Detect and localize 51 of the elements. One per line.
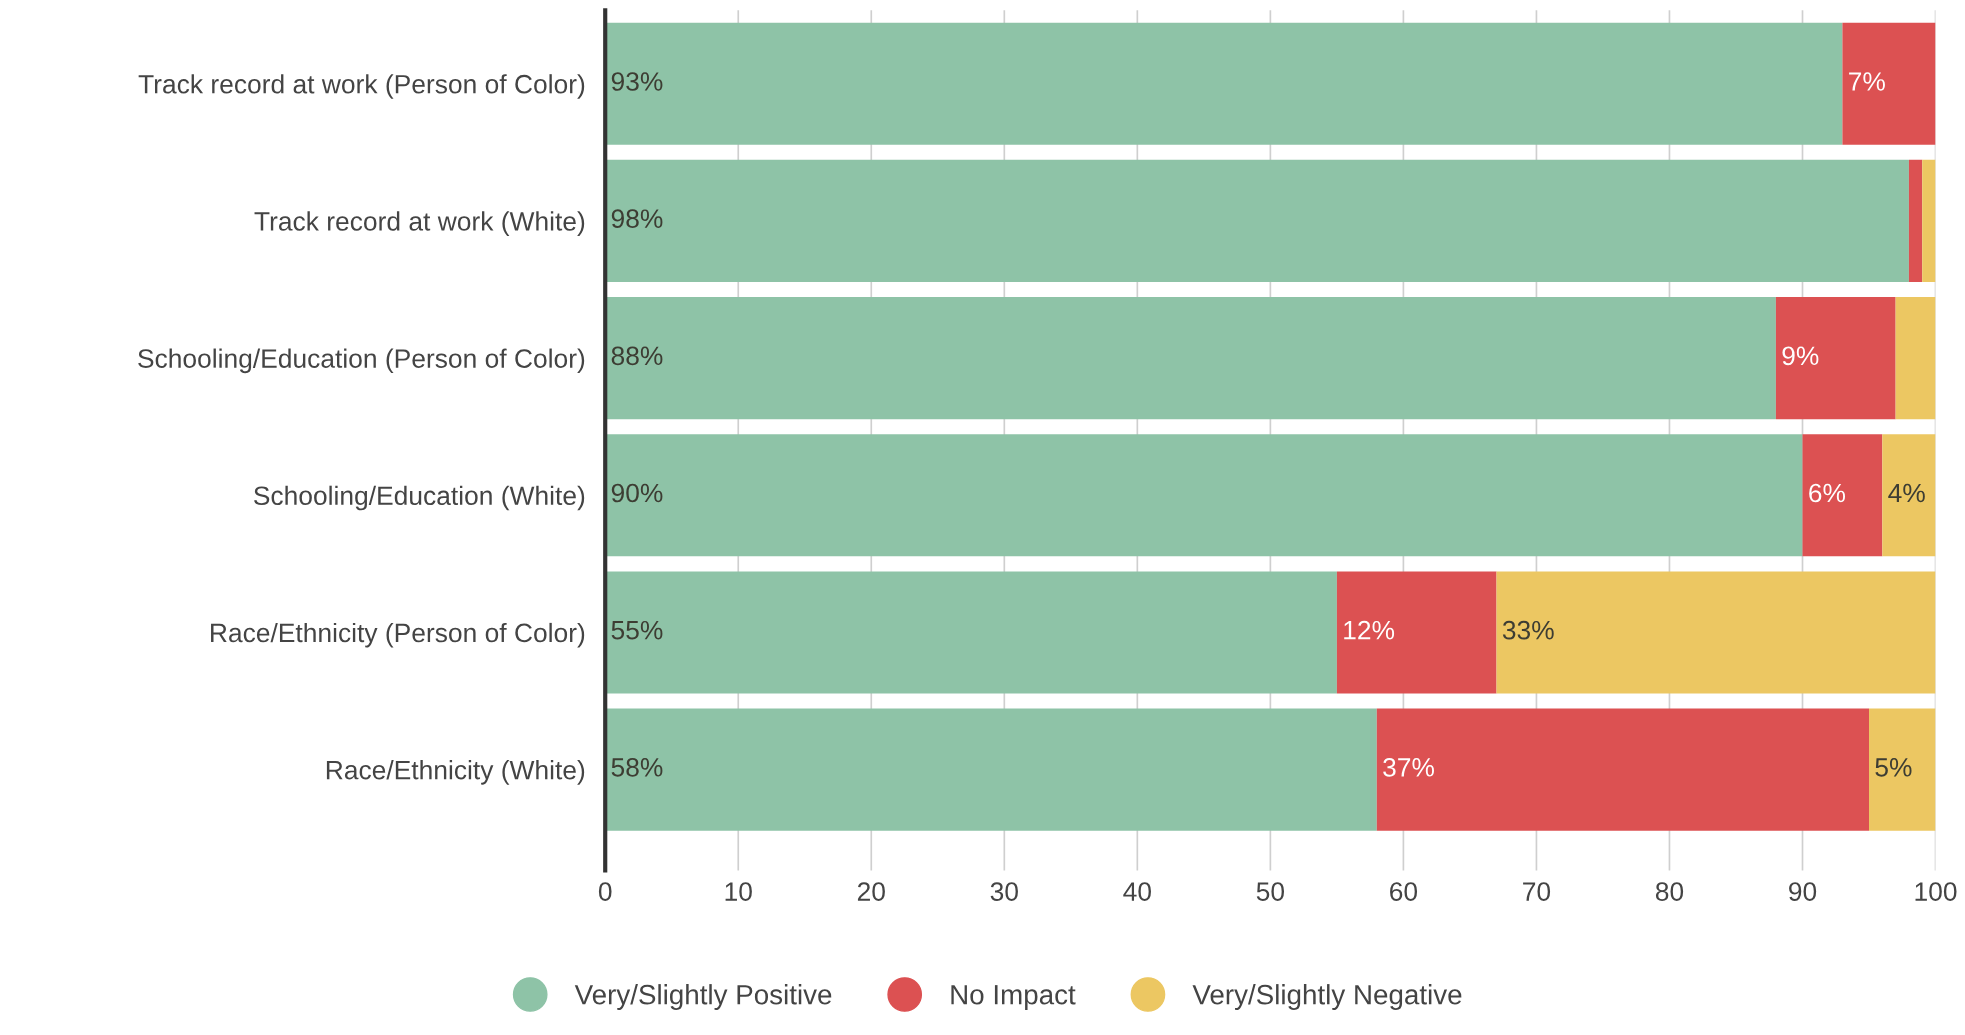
legend-label: Very/Slightly Negative	[1192, 984, 1462, 1010]
bar	[1842, 22, 1936, 145]
bar	[1496, 571, 1936, 694]
data-label: 88%	[611, 346, 663, 366]
x-tick-label: 10	[725, 882, 752, 901]
x-tick-label: 80	[1655, 882, 1684, 901]
x-tick-label: 100	[1915, 882, 1957, 901]
bar	[605, 22, 1843, 145]
x-tick-label: 30	[990, 882, 1018, 901]
data-label: 98%	[611, 209, 663, 228]
bar	[605, 571, 1337, 694]
bar	[605, 434, 1803, 557]
data-label: 4%	[1888, 483, 1925, 503]
bar	[1869, 708, 1936, 831]
x-tick-label: 60	[1390, 882, 1418, 901]
bar	[605, 297, 1776, 420]
data-label: 55%	[611, 620, 663, 640]
data-label: 12%	[1344, 620, 1395, 640]
data-label: 33%	[1502, 620, 1554, 640]
y-tick-label: Track record at work (Person of Color)	[138, 74, 585, 99]
bar	[1336, 571, 1497, 694]
x-tick-label: 50	[1256, 882, 1285, 901]
data-label: 93%	[611, 72, 663, 91]
x-tick-label: 20	[857, 882, 885, 901]
x-tick-label: 90	[1789, 882, 1817, 901]
legend-label: No Impact	[951, 985, 1076, 1010]
bar	[1775, 297, 1896, 420]
bar	[1895, 297, 1936, 420]
bar	[1376, 708, 1870, 831]
y-tick-label: Schooling/Education (Person of Color)	[138, 348, 585, 374]
data-label: 7%	[1849, 72, 1885, 91]
y-tick-label: Track record at work (White)	[254, 211, 585, 236]
data-label: 5%	[1875, 758, 1912, 777]
x-tick-label: 70	[1523, 882, 1551, 901]
data-label: 9%	[1782, 346, 1819, 366]
data-label: 90%	[611, 483, 663, 503]
y-tick-label: Race/Ethnicity (Person of Color)	[211, 622, 585, 648]
x-tick-label: 40	[1123, 882, 1151, 901]
data-label: 6%	[1809, 483, 1846, 503]
bar	[1922, 159, 1936, 282]
bar	[1908, 159, 1923, 282]
legend-label: Very/Slightly Positive	[574, 984, 832, 1010]
y-tick-label: Schooling/Education (White)	[254, 485, 585, 511]
bar	[605, 159, 1909, 282]
data-label: 37%	[1383, 758, 1434, 777]
x-tick-label: 0	[598, 882, 612, 901]
bar	[1882, 434, 1936, 557]
bar	[1802, 434, 1883, 557]
y-tick-label: Race/Ethnicity (White)	[326, 760, 585, 785]
bar	[605, 708, 1377, 831]
data-label: 58%	[611, 758, 663, 777]
